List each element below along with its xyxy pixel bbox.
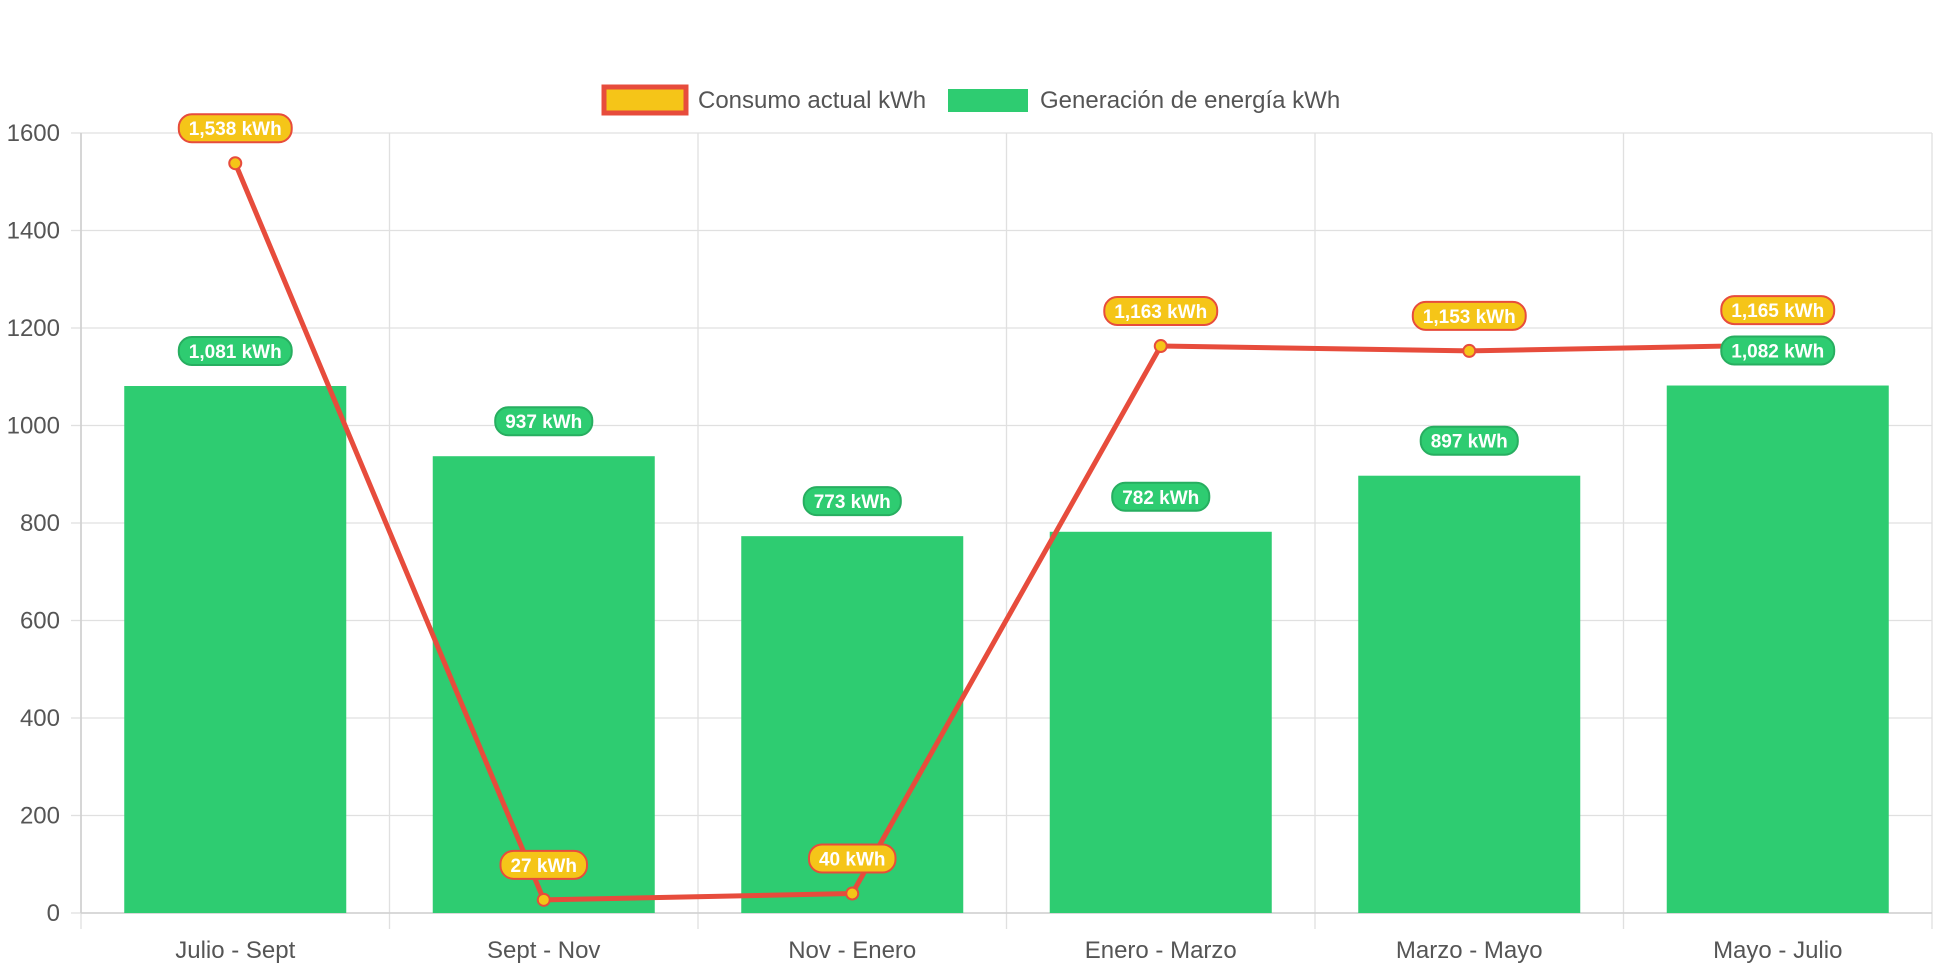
consumo-point[interactable] xyxy=(1153,339,1168,354)
line-data-label: 40 kWh xyxy=(807,843,897,874)
bar-generacion[interactable] xyxy=(1358,475,1581,913)
bar-data-label-background xyxy=(177,336,293,367)
y-tick-label: 1400 xyxy=(7,218,60,245)
bar-data-label-text: 897 kWh xyxy=(1431,432,1508,453)
legend-item-consumo[interactable]: Consumo actual kWh xyxy=(601,84,926,116)
y-tick-label: 800 xyxy=(20,510,60,537)
line-data-label: 1,163 kWh xyxy=(1103,296,1219,327)
line-data-label-text: 1,538 kWh xyxy=(189,119,282,140)
consumo-point[interactable] xyxy=(1462,343,1477,358)
bar-data-label: 782 kWh xyxy=(1111,481,1211,512)
legend: Consumo actual kWh Generación de energía… xyxy=(601,84,1340,116)
legend-swatch-generacion xyxy=(948,89,1028,112)
y-axis: 1600 1400 1200 1000 800 600 400 200 0 xyxy=(7,120,82,927)
bar-series xyxy=(124,385,1889,913)
bar-data-label-text: 937 kWh xyxy=(505,412,582,433)
legend-label-consumo: Consumo actual kWh xyxy=(698,87,926,114)
bar-generacion[interactable] xyxy=(432,456,655,913)
x-tick-label: Julio - Sept xyxy=(175,937,295,964)
legend-item-generacion[interactable]: Generación de energía kWh xyxy=(948,87,1340,114)
bar-data-label: 937 kWh xyxy=(494,406,594,437)
line-data-label-background xyxy=(499,849,589,880)
line-data-label: 1,538 kWh xyxy=(177,113,293,144)
line-data-label-text: 40 kWh xyxy=(819,850,886,871)
line-data-label-text: 1,153 kWh xyxy=(1423,307,1516,328)
y-tick-label: 200 xyxy=(20,803,60,830)
bar-data-label-text: 782 kWh xyxy=(1122,488,1199,509)
y-tick-label: 1000 xyxy=(7,413,60,440)
bar-data-label-text: 1,082 kWh xyxy=(1731,342,1824,363)
consumo-point[interactable] xyxy=(228,156,243,171)
line-data-label-background xyxy=(807,843,897,874)
bar-data-label-background xyxy=(802,486,902,517)
bar-data-label-text: 773 kWh xyxy=(814,492,891,513)
bar-generacion[interactable] xyxy=(124,386,347,913)
legend-label-generacion: Generación de energía kWh xyxy=(1040,87,1340,114)
bar-data-label: 1,082 kWh xyxy=(1720,335,1836,366)
gridlines xyxy=(80,132,1933,929)
line-data-label: 1,165 kWh xyxy=(1720,295,1836,326)
line-data-label-background xyxy=(1411,300,1527,331)
line-data-label-background xyxy=(1103,296,1219,327)
x-tick-label: Enero - Marzo xyxy=(1085,937,1237,964)
bar-generacion[interactable] xyxy=(1049,531,1272,913)
line-data-label-text: 1,163 kWh xyxy=(1114,302,1207,323)
consumo-point[interactable] xyxy=(536,892,551,907)
x-tick-label: Nov - Enero xyxy=(788,937,916,964)
bar-data-label-text: 1,081 kWh xyxy=(189,342,282,363)
bar-data-label-background xyxy=(1419,425,1519,456)
line-data-label-text: 27 kWh xyxy=(510,856,577,877)
y-tick-label: 1200 xyxy=(7,315,60,342)
line-data-label-text: 1,165 kWh xyxy=(1731,301,1824,322)
bar-data-label-background xyxy=(1111,481,1211,512)
x-tick-label: Mayo - Julio xyxy=(1713,937,1842,964)
y-tick-label: 400 xyxy=(20,705,60,732)
line-data-label-background xyxy=(177,113,293,144)
y-tick-label: 0 xyxy=(47,900,60,927)
y-tick-label: 1600 xyxy=(7,120,60,147)
y-tick-label: 600 xyxy=(20,608,60,635)
bar-data-label: 1,081 kWh xyxy=(177,336,293,367)
bar-data-label-background xyxy=(494,406,594,437)
line-data-label-background xyxy=(1720,295,1836,326)
data-labels: 1,081 kWh 937 kWh 773 kWh 782 kWh 897 kWh 1,0… xyxy=(177,113,1836,880)
bar-data-label-background xyxy=(1720,335,1836,366)
x-tick-label: Sept - Nov xyxy=(487,937,600,964)
legend-swatch-consumo xyxy=(601,84,689,116)
line-data-label: 1,153 kWh xyxy=(1411,300,1527,331)
line-data-label: 27 kWh xyxy=(499,849,589,880)
consumo-line xyxy=(232,162,1778,903)
line-series xyxy=(228,156,1785,907)
bar-data-label: 773 kWh xyxy=(802,486,902,517)
bar-generacion[interactable] xyxy=(1666,385,1889,913)
x-axis: Julio - Sept Sept - Nov Nov - Enero Enero -… xyxy=(81,912,1932,964)
consumo-point[interactable] xyxy=(845,886,860,901)
x-tick-label: Marzo - Mayo xyxy=(1396,937,1543,964)
bar-data-label: 897 kWh xyxy=(1419,425,1519,456)
